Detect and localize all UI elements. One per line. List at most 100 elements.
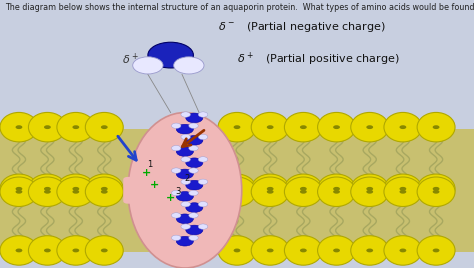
Ellipse shape [251, 177, 289, 206]
Circle shape [198, 179, 208, 184]
Circle shape [300, 190, 307, 194]
Circle shape [44, 187, 51, 191]
Ellipse shape [218, 236, 256, 265]
Circle shape [333, 125, 340, 129]
Ellipse shape [0, 236, 38, 265]
Circle shape [44, 125, 51, 129]
Circle shape [433, 125, 439, 129]
Text: +: + [149, 180, 159, 190]
Ellipse shape [351, 113, 389, 142]
Text: +: + [166, 193, 175, 203]
Circle shape [181, 224, 191, 229]
Ellipse shape [284, 177, 322, 206]
Circle shape [234, 248, 240, 252]
Circle shape [16, 187, 22, 191]
Circle shape [198, 157, 208, 162]
Circle shape [366, 187, 373, 191]
Text: 2: 2 [184, 174, 190, 183]
Circle shape [189, 235, 198, 240]
Ellipse shape [0, 174, 38, 204]
Circle shape [366, 190, 373, 194]
Ellipse shape [351, 177, 389, 206]
Ellipse shape [318, 177, 356, 206]
Ellipse shape [57, 236, 95, 265]
Bar [0, 190, 474, 252]
Circle shape [181, 202, 191, 207]
Circle shape [181, 179, 191, 184]
Circle shape [172, 123, 181, 128]
Circle shape [172, 235, 181, 240]
Circle shape [333, 187, 340, 191]
Circle shape [73, 187, 79, 191]
Ellipse shape [384, 236, 422, 265]
Circle shape [101, 248, 108, 252]
Ellipse shape [57, 177, 95, 206]
Ellipse shape [384, 174, 422, 204]
Circle shape [16, 248, 22, 252]
Bar [0, 129, 474, 190]
Circle shape [181, 157, 191, 162]
Circle shape [173, 57, 204, 74]
Circle shape [176, 147, 193, 156]
FancyBboxPatch shape [123, 177, 161, 204]
Circle shape [267, 190, 273, 194]
Ellipse shape [218, 113, 256, 142]
Circle shape [433, 187, 439, 191]
Circle shape [234, 187, 240, 191]
Ellipse shape [318, 174, 356, 204]
Circle shape [433, 190, 439, 194]
Ellipse shape [57, 113, 95, 142]
Circle shape [366, 248, 373, 252]
Circle shape [189, 190, 198, 196]
Ellipse shape [218, 174, 256, 204]
Circle shape [101, 125, 108, 129]
Ellipse shape [284, 113, 322, 142]
Circle shape [400, 248, 406, 252]
Circle shape [133, 57, 163, 74]
Ellipse shape [251, 236, 289, 265]
Circle shape [189, 213, 198, 218]
Ellipse shape [28, 177, 66, 206]
Ellipse shape [218, 177, 256, 206]
Text: 1: 1 [146, 160, 152, 169]
Circle shape [73, 125, 79, 129]
Circle shape [400, 190, 406, 194]
Ellipse shape [284, 174, 322, 204]
Ellipse shape [351, 236, 389, 265]
Circle shape [400, 187, 406, 191]
Ellipse shape [417, 236, 455, 265]
Ellipse shape [251, 174, 289, 204]
Circle shape [198, 112, 208, 117]
Circle shape [181, 112, 191, 117]
FancyBboxPatch shape [180, 177, 218, 204]
Circle shape [101, 190, 108, 194]
Ellipse shape [57, 174, 95, 204]
Ellipse shape [85, 236, 123, 265]
Circle shape [186, 136, 203, 145]
Circle shape [300, 187, 307, 191]
Circle shape [333, 248, 340, 252]
Text: 3: 3 [175, 187, 181, 196]
Circle shape [16, 190, 22, 194]
Circle shape [172, 190, 181, 196]
Circle shape [44, 190, 51, 194]
Ellipse shape [318, 236, 356, 265]
Circle shape [198, 224, 208, 229]
Circle shape [73, 190, 79, 194]
Circle shape [186, 113, 203, 123]
Circle shape [189, 146, 198, 151]
Circle shape [73, 248, 79, 252]
Ellipse shape [417, 113, 455, 142]
Circle shape [186, 180, 203, 190]
Ellipse shape [351, 174, 389, 204]
Text: The diagram below shows the internal structure of an aquaporin protein.  What ty: The diagram below shows the internal str… [5, 3, 474, 12]
Ellipse shape [28, 174, 66, 204]
Circle shape [101, 187, 108, 191]
Circle shape [189, 168, 198, 173]
Ellipse shape [284, 236, 322, 265]
Text: $\delta^-$   (Partial negative charge): $\delta^-$ (Partial negative charge) [218, 20, 385, 34]
Ellipse shape [384, 177, 422, 206]
Ellipse shape [318, 113, 356, 142]
Circle shape [176, 192, 193, 201]
Circle shape [234, 125, 240, 129]
